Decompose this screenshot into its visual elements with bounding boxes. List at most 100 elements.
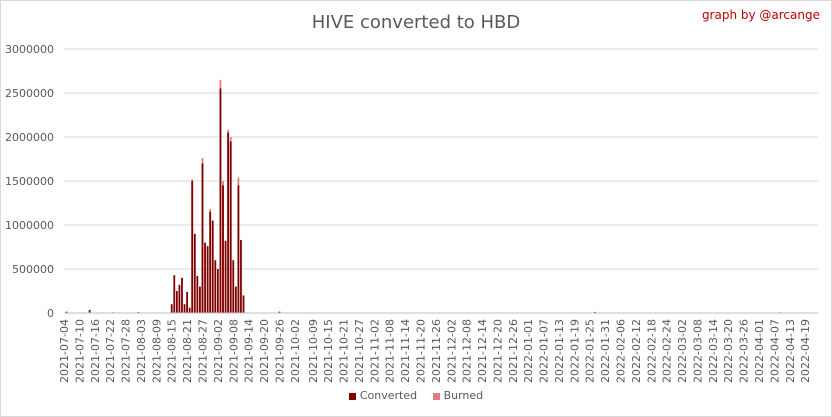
x-tick-label: 2021-12-20 [491, 319, 504, 383]
x-tick-label: 2021-07-22 [104, 319, 117, 383]
x-tick-label: 2021-11-20 [414, 319, 427, 383]
bar-converted [173, 275, 176, 313]
x-tick-label: 2021-10-15 [322, 319, 335, 383]
bar-converted [278, 311, 281, 313]
x-tick-label: 2022-04-01 [753, 319, 766, 383]
bar-converted [88, 309, 91, 313]
x-tick-label: 2021-11-02 [368, 319, 381, 383]
y-tick-label: 500000 [12, 263, 54, 276]
x-tick-label: 2021-12-08 [461, 319, 474, 383]
x-tick-label: 2021-09-14 [243, 319, 256, 383]
bar-converted [237, 185, 240, 313]
x-tick-label: 2021-12-02 [445, 319, 458, 383]
x-tick-label: 2022-01-19 [568, 319, 581, 383]
x-tick-label: 2021-09-20 [258, 319, 271, 383]
bar-converted [222, 185, 224, 313]
x-tick-label: 2021-12-14 [476, 319, 489, 383]
legend-label-burned: Burned [443, 389, 484, 402]
bar-converted [181, 277, 183, 313]
x-tick-label: 2022-02-24 [661, 319, 674, 383]
bar-converted [214, 260, 217, 313]
x-tick-label: 2021-11-26 [430, 319, 443, 383]
x-tick-label: 2021-12-26 [507, 319, 520, 383]
bar-converted [227, 132, 230, 313]
y-tick-label: 3000000 [5, 43, 54, 56]
x-tick-label: 2022-02-18 [645, 319, 658, 383]
x-tick-label: 2021-07-28 [120, 319, 133, 383]
bar-converted [209, 211, 212, 313]
bar-converted [170, 304, 173, 313]
x-tick-label: 2021-08-15 [166, 319, 179, 383]
bar-converted [188, 307, 191, 313]
y-axis-ticks: 0 500000 1000000 1500000 2000000 2500000 30000… [5, 43, 54, 320]
y-tick-label: 2000000 [5, 131, 54, 144]
x-tick-label: 2021-10-27 [353, 319, 366, 383]
x-tick-label: 2021-10-02 [289, 319, 302, 383]
x-axis-ticks: 2021-07-04 2021-07-10 2021-07-16 2021-07-22… [58, 319, 812, 383]
legend: Converted Burned [0, 389, 832, 402]
x-tick-label: 2021-08-21 [181, 319, 194, 383]
bar-converted [242, 295, 245, 313]
x-tick-label: 2022-03-02 [676, 319, 689, 383]
y-tick-label: 2500000 [5, 87, 54, 100]
x-tick-label: 2021-09-26 [273, 319, 286, 383]
bar-converted [593, 311, 596, 313]
bar-converted [191, 181, 194, 313]
legend-item-burned: Burned [432, 389, 484, 402]
x-tick-label: 2022-03-26 [738, 319, 751, 383]
chart-title: HIVE converted to HBD [311, 12, 521, 33]
bar-converted [199, 286, 201, 313]
x-tick-label: 2021-07-10 [73, 319, 86, 383]
bar-converted [240, 239, 242, 313]
y-tick-label: 0 [47, 307, 54, 320]
bar-converted [206, 246, 209, 313]
y-tick-label: 1000000 [5, 219, 54, 232]
bar-converted [211, 220, 214, 313]
x-tick-label: 2021-07-16 [89, 319, 102, 383]
x-tick-label: 2022-04-19 [799, 319, 812, 383]
bar-converted [201, 163, 204, 313]
bar-converted [224, 240, 227, 313]
bar-converted [234, 286, 237, 313]
legend-label-converted: Converted [359, 389, 418, 402]
bar-converted [196, 276, 199, 313]
legend-item-converted: Converted [348, 389, 418, 402]
bar-converted [186, 291, 188, 313]
gridlines [64, 48, 818, 270]
x-tick-label: 2022-01-13 [553, 319, 566, 383]
bar-converted [232, 260, 235, 313]
x-tick-label: 2022-03-20 [722, 319, 735, 383]
x-tick-label: 2022-01-31 [599, 319, 612, 383]
x-tick-label: 2021-07-04 [58, 319, 71, 383]
x-tick-label: 2022-01-25 [584, 319, 597, 383]
legend-swatch-converted [348, 392, 356, 400]
x-tick-label: 2021-09-02 [212, 319, 225, 383]
bar-converted [175, 291, 178, 313]
bar-converted [219, 88, 222, 313]
converted-bars [65, 88, 781, 313]
x-tick-label: 2022-02-06 [615, 319, 628, 383]
x-tick-label: 2022-04-13 [784, 319, 797, 383]
bar-converted [216, 269, 219, 313]
bar-converted [204, 242, 206, 313]
x-tick-label: 2021-08-09 [150, 319, 163, 383]
chart-credit: graph by @arcange [701, 8, 820, 22]
x-tick-label: 2021-08-27 [196, 319, 209, 383]
x-tick-label: 2022-01-01 [522, 319, 535, 383]
bar-converted [178, 284, 181, 313]
x-tick-label: 2021-09-08 [227, 319, 240, 383]
x-tick-label: 2021-10-21 [338, 319, 351, 383]
bar-converted [183, 304, 186, 313]
bar-converted [65, 311, 68, 313]
x-tick-label: 2021-08-03 [135, 319, 148, 383]
x-tick-label: 2021-11-08 [384, 319, 397, 383]
x-tick-label: 2021-10-09 [307, 319, 320, 383]
y-tick-label: 1500000 [5, 175, 54, 188]
x-tick-label: 2022-04-07 [768, 319, 781, 383]
x-tick-label: 2021-11-14 [399, 319, 412, 383]
bar-converted [229, 141, 232, 313]
legend-swatch-burned [432, 392, 440, 400]
bar-converted [193, 233, 196, 313]
